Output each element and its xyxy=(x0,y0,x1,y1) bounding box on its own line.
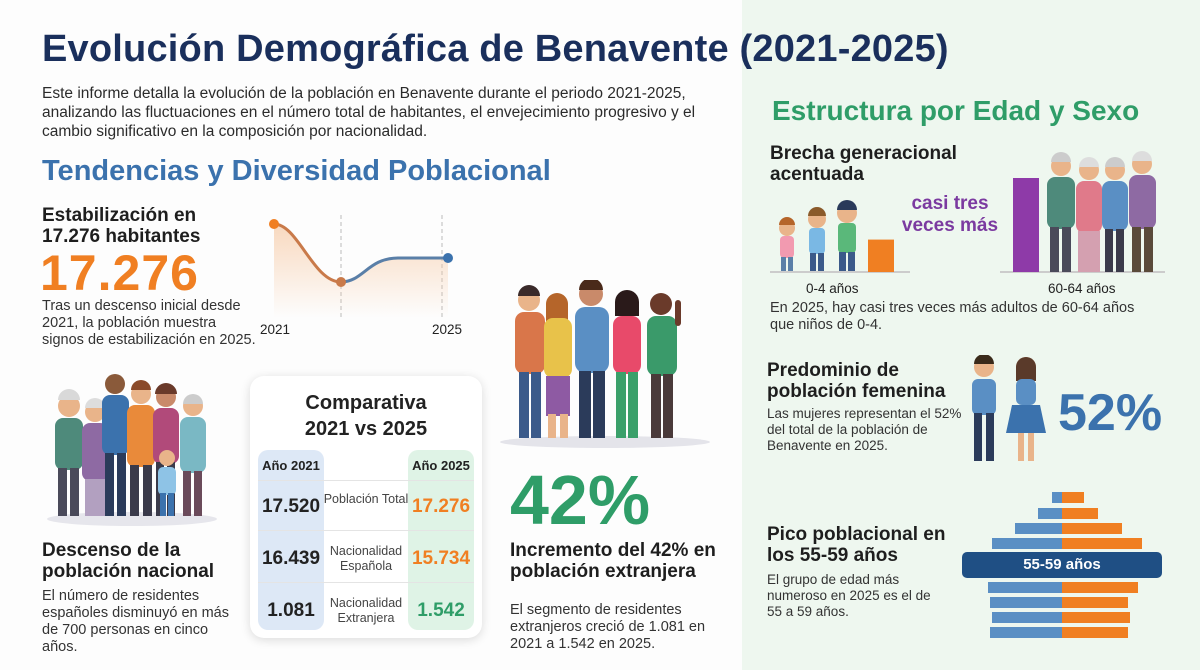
pyramid-bar-male xyxy=(1038,508,1062,519)
national-decline-text: El número de residentes españoles dismin… xyxy=(42,588,229,655)
diverse-group-illustration xyxy=(500,280,710,448)
comparison-title-line1: Comparativa xyxy=(305,392,427,414)
trend-line-decline xyxy=(273,222,342,284)
trend-axis-start: 2021 xyxy=(260,322,291,337)
divider xyxy=(258,480,474,481)
value-2025-total: 17.276 xyxy=(411,496,471,517)
pyramid-bar-female xyxy=(1062,597,1128,608)
stabilization-number: 17.276 xyxy=(40,245,199,301)
national-decline-title: Descenso de la población nacional xyxy=(42,540,215,582)
foreign-growth-title: Incremento del 42% en población extranje… xyxy=(510,540,716,582)
peak-age-pill: 55-59 años xyxy=(962,552,1162,578)
bar-60-64 xyxy=(1013,178,1039,272)
children-illustration xyxy=(779,200,857,271)
foreign-growth-number: 42% xyxy=(510,461,651,539)
peak-title: Pico poblacional en los 55-59 años xyxy=(767,524,946,566)
label-total: Población Total xyxy=(323,492,409,506)
man-woman-icon xyxy=(972,355,1046,461)
value-2025-foreign: 1.542 xyxy=(417,600,465,621)
pyramid-bar-male xyxy=(992,612,1062,623)
pyramid-bar-female xyxy=(1062,492,1084,503)
pyramid-bar-male xyxy=(990,597,1062,608)
divider xyxy=(258,582,474,583)
generation-gap-title: Brecha generacional acentuada xyxy=(770,143,957,185)
comparison-title-line2: 2021 vs 2025 xyxy=(304,418,428,440)
pyramid-bar-female xyxy=(1062,582,1138,593)
intro-paragraph: Este informe detalla la evolución de la … xyxy=(42,85,696,140)
comparison-card: Comparativa 2021 vs 2025 Año 2021 Año 20… xyxy=(250,376,482,638)
label-foreign: Nacionalidad Extranjera xyxy=(329,596,403,625)
foreign-growth-text: El segmento de residentes extranjeros cr… xyxy=(510,602,706,652)
pyramid-bar-female xyxy=(1062,538,1142,549)
stabilization-text: Tras un descenso inicial desde 2021, la … xyxy=(42,298,256,348)
trend-point-end xyxy=(443,253,453,263)
label-spanish: Nacionalidad Española xyxy=(329,544,403,573)
label-0-4: 0-4 años xyxy=(806,281,859,296)
trend-line-chart xyxy=(269,215,453,318)
trend-line-stable xyxy=(340,256,448,284)
value-2025-spanish: 15.734 xyxy=(411,548,471,569)
generation-gap-callout: casi tres veces más xyxy=(901,193,999,236)
pyramid-bar-female xyxy=(1062,612,1130,623)
comparison-title: Comparativa 2021 vs 2025 xyxy=(250,390,482,442)
pyramid-bar-male xyxy=(992,538,1062,549)
trend-point-min xyxy=(336,277,346,287)
divider xyxy=(258,530,474,531)
pyramid-bar-male xyxy=(1052,492,1062,503)
pyramid-bar-female xyxy=(1062,523,1122,534)
peak-text: El grupo de edad más numeroso en 2025 es… xyxy=(767,572,931,619)
population-pyramid xyxy=(988,492,1142,638)
section-heading-age-sex: Estructura por Edad y Sexo xyxy=(772,95,1140,126)
pyramid-bar-male xyxy=(1015,523,1062,534)
family-illustration xyxy=(47,374,217,526)
trend-axis-end: 2025 xyxy=(432,322,463,337)
elderly-illustration xyxy=(1047,151,1156,272)
trend-point-start xyxy=(269,219,279,229)
value-2021-foreign: 1.081 xyxy=(267,600,315,621)
pyramid-bar-female xyxy=(1062,508,1098,519)
pyramid-bar-female xyxy=(1062,627,1128,638)
generation-gap-chart xyxy=(770,151,1165,273)
value-2021-spanish: 16.439 xyxy=(261,548,321,569)
page-title: Evolución Demográfica de Benavente (2021… xyxy=(42,28,949,70)
header-2025: Año 2025 xyxy=(412,458,470,473)
value-2021-total: 17.520 xyxy=(261,496,321,517)
stabilization-title: Estabilización en 17.276 habitantes xyxy=(42,205,201,247)
female-text: Las mujeres representan el 52% del total… xyxy=(767,406,962,453)
bar-0-4 xyxy=(868,239,894,272)
trend-area xyxy=(274,224,448,318)
header-2021: Año 2021 xyxy=(262,458,320,473)
pyramid-bar-male xyxy=(990,627,1062,638)
generation-gap-text: En 2025, hay casi tres veces más adultos… xyxy=(770,300,1135,333)
female-percentage: 52% xyxy=(1058,384,1163,442)
female-title: Predominio de población femenina xyxy=(767,360,946,402)
section-heading-trends: Tendencias y Diversidad Poblacional xyxy=(42,155,551,187)
pyramid-bar-male xyxy=(988,582,1062,593)
label-60-64: 60-64 años xyxy=(1048,281,1116,296)
